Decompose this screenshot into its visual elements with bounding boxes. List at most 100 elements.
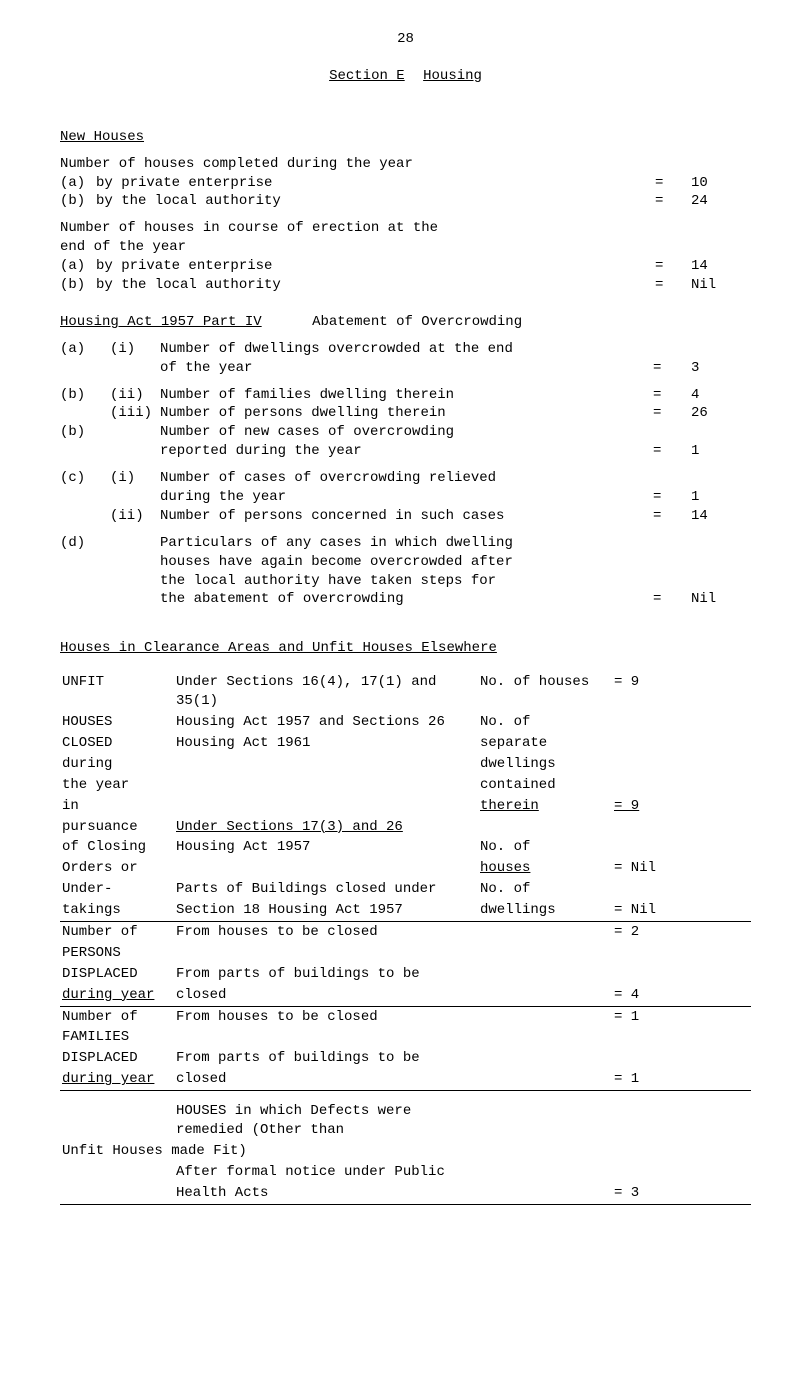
table-cell: Under Sections 17(3) and 26: [174, 817, 478, 838]
act-col-a: [60, 572, 110, 591]
row-val: 10: [679, 174, 751, 193]
row-marker: (a): [60, 174, 96, 193]
section-label-b: Housing: [423, 68, 482, 84]
act-col-val: [677, 340, 751, 359]
act-col-a: (b): [60, 386, 110, 405]
act-col-text: reported during the year: [160, 442, 653, 461]
table-cell: After formal notice under Public: [174, 1162, 478, 1183]
table-row: of ClosingHousing Act 1957No. of: [60, 837, 751, 858]
table-cell: [478, 1183, 612, 1204]
table-cell: DISPLACED: [60, 1048, 174, 1069]
act-col-b: [110, 423, 160, 442]
table-row: HOUSES in which Defects were remedied (O…: [60, 1101, 751, 1141]
table-cell: No. of: [478, 712, 612, 733]
clearance-table: UNFITUnder Sections 16(4), 17(1) and 35(…: [60, 672, 751, 1204]
table-row: Number ofFrom houses to be closed= 2: [60, 921, 751, 942]
act-heading-underlined: Housing Act 1957 Part IV: [60, 314, 262, 330]
table-row: Unfit Houses made Fit): [60, 1141, 751, 1162]
list-row: (b)by the local authority=Nil: [60, 276, 751, 295]
table-cell: in: [60, 796, 174, 817]
row-eq: =: [655, 192, 679, 211]
table-cell: [174, 796, 478, 817]
table-row: duringdwellings: [60, 754, 751, 775]
table-cell: = 1: [612, 1006, 751, 1027]
row-text: by the local authority: [96, 276, 655, 295]
table-cell: Housing Act 1961: [174, 733, 478, 754]
row-marker: (b): [60, 276, 96, 295]
table-row: pursuanceUnder Sections 17(3) and 26: [60, 817, 751, 838]
table-cell: No. of: [478, 837, 612, 858]
table-row: DISPLACEDFrom parts of buildings to be: [60, 964, 751, 985]
erection-intro-2: end of the year: [60, 238, 751, 257]
act-col-eq: [653, 423, 677, 442]
row-marker: (a): [60, 257, 96, 276]
table-cell: [478, 1162, 612, 1183]
act-col-val: 1: [677, 442, 751, 461]
table-cell: Orders or: [60, 858, 174, 879]
table-cell: From parts of buildings to be: [174, 964, 478, 985]
act-col-b: (i): [110, 469, 160, 488]
table-cell: = Nil: [612, 858, 751, 879]
table-cell: [612, 775, 751, 796]
act-col-eq: =: [653, 488, 677, 507]
table-cell: during year: [60, 1069, 174, 1090]
table-cell: [612, 1101, 751, 1141]
table-cell: [612, 837, 751, 858]
act-row: (d)Particulars of any cases in which dwe…: [60, 534, 751, 553]
table-cell: during: [60, 754, 174, 775]
act-col-b: (i): [110, 340, 160, 359]
table-cell: [174, 858, 478, 879]
table-cell: separate: [478, 733, 612, 754]
table-cell: [612, 817, 751, 838]
act-col-a: [60, 553, 110, 572]
table-cell: houses: [478, 858, 612, 879]
table-cell: takings: [60, 900, 174, 921]
table-cell: = Nil: [612, 900, 751, 921]
table-cell: [612, 733, 751, 754]
table-cell: [612, 1027, 751, 1048]
table-cell: [174, 1027, 478, 1048]
act-col-eq: [653, 553, 677, 572]
act-col-val: 3: [677, 359, 751, 378]
act-row: (iii)Number of persons dwelling therein=…: [60, 404, 751, 423]
list-row: (b)by the local authority=24: [60, 192, 751, 211]
table-cell: [478, 1027, 612, 1048]
table-row: intherein= 9: [60, 796, 751, 817]
table-cell: [478, 817, 612, 838]
table-cell: Number of: [60, 921, 174, 942]
row-eq: =: [655, 276, 679, 295]
table-cell: Under Sections 16(4), 17(1) and 35(1): [174, 672, 478, 712]
row-text: by private enterprise: [96, 257, 655, 276]
completed-intro: Number of houses completed during the ye…: [60, 155, 751, 174]
table-cell: UNFIT: [60, 672, 174, 712]
act-col-eq: =: [653, 590, 677, 609]
act-col-text: Number of persons concerned in such case…: [160, 507, 653, 526]
table-cell: = 3: [612, 1183, 751, 1204]
row-text: by private enterprise: [96, 174, 655, 193]
table-cell: From houses to be closed: [174, 1006, 478, 1027]
act-col-b: [110, 590, 160, 609]
act-col-a: (c): [60, 469, 110, 488]
act-col-text: the abatement of overcrowding: [160, 590, 653, 609]
table-cell: [612, 754, 751, 775]
table-cell: [612, 1048, 751, 1069]
act-col-b: (ii): [110, 386, 160, 405]
table-row: Orders or houses= Nil: [60, 858, 751, 879]
table-row: HOUSESHousing Act 1957 and Sections 26No…: [60, 712, 751, 733]
erection-intro-1: Number of houses in course of erection a…: [60, 219, 751, 238]
act-col-val: 14: [677, 507, 751, 526]
table-row: during yearclosed= 1: [60, 1069, 751, 1090]
section-label-a: Section E: [329, 68, 405, 84]
act-row: the abatement of overcrowding=Nil: [60, 590, 751, 609]
table-cell: DISPLACED: [60, 964, 174, 985]
act-col-text: of the year: [160, 359, 653, 378]
row-marker: (b): [60, 192, 96, 211]
table-cell: [612, 1162, 751, 1183]
list-row: (a)by private enterprise=14: [60, 257, 751, 276]
table-cell: [478, 1069, 612, 1090]
table-cell: pursuance: [60, 817, 174, 838]
row-val: 14: [679, 257, 751, 276]
table-row: Number ofFrom houses to be closed= 1: [60, 1006, 751, 1027]
table-cell: = 9: [612, 796, 751, 817]
table-cell: From parts of buildings to be: [174, 1048, 478, 1069]
